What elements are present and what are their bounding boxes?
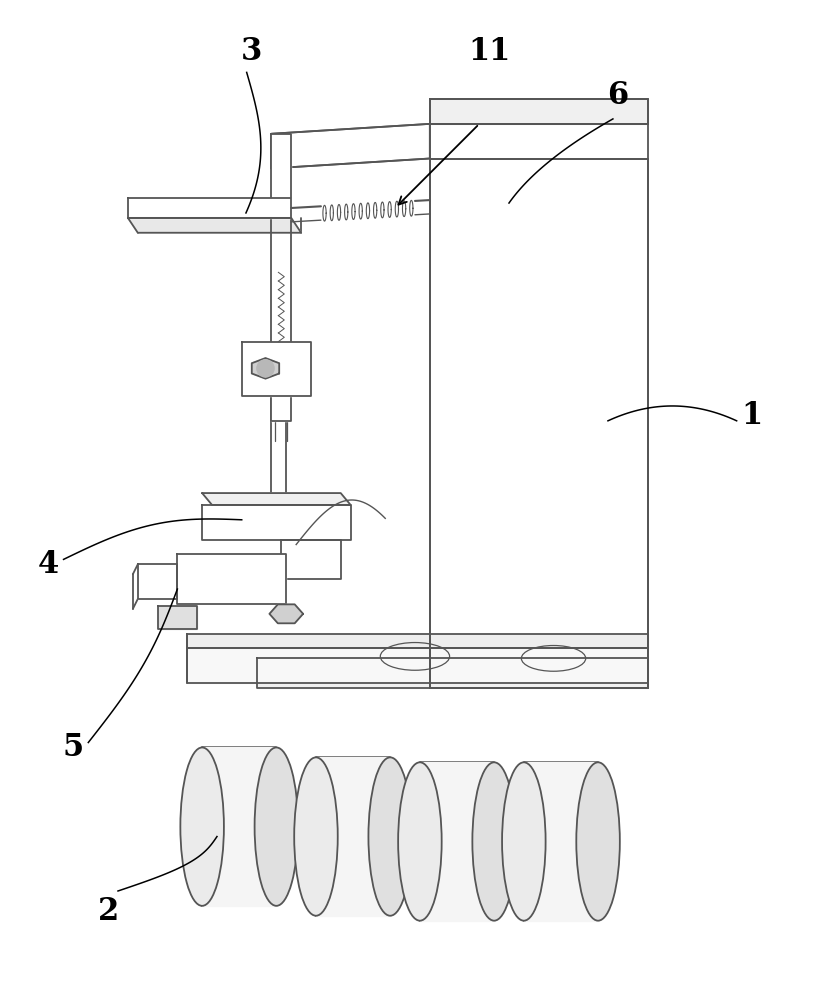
Polygon shape [157,606,197,629]
Polygon shape [202,493,351,505]
Polygon shape [242,342,310,396]
Polygon shape [271,124,429,168]
Polygon shape [128,218,301,233]
Polygon shape [523,762,597,921]
Polygon shape [187,648,647,683]
Polygon shape [202,505,351,540]
Circle shape [256,360,274,377]
Polygon shape [429,99,647,124]
Ellipse shape [294,757,337,916]
Ellipse shape [576,762,619,921]
Polygon shape [419,762,494,921]
Polygon shape [177,554,286,604]
Polygon shape [187,634,647,648]
Ellipse shape [180,747,224,906]
Polygon shape [315,757,390,916]
Text: 4: 4 [38,549,58,580]
Polygon shape [251,358,278,379]
Polygon shape [429,159,647,688]
Polygon shape [128,198,291,218]
Polygon shape [138,564,177,599]
Text: 3: 3 [241,36,262,67]
Text: 6: 6 [607,80,627,111]
Ellipse shape [254,747,298,906]
Polygon shape [256,658,647,688]
Polygon shape [429,124,647,159]
Text: 11: 11 [468,36,509,67]
Text: 5: 5 [62,732,84,763]
Text: 2: 2 [97,896,119,927]
Polygon shape [202,747,276,906]
Ellipse shape [472,762,515,921]
Text: 1: 1 [740,400,762,431]
Ellipse shape [398,762,441,921]
Ellipse shape [501,762,545,921]
Polygon shape [271,134,291,421]
Ellipse shape [368,757,411,916]
Polygon shape [281,540,341,579]
Polygon shape [269,604,303,623]
